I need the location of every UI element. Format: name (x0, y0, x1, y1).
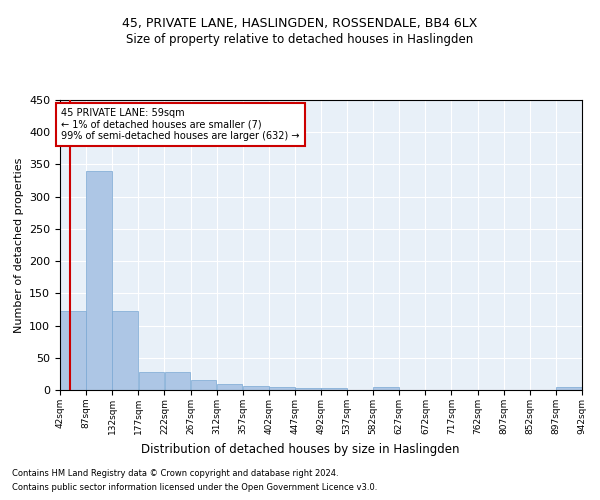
Bar (269, 387, 295, 390)
Bar (217, 384, 242, 390)
Bar (112, 312, 138, 390)
Bar (295, 388, 321, 390)
Bar (243, 386, 269, 390)
Bar (556, 388, 582, 390)
Text: 45, PRIVATE LANE, HASLINGDEN, ROSSENDALE, BB4 6LX: 45, PRIVATE LANE, HASLINGDEN, ROSSENDALE… (122, 18, 478, 30)
Text: 45 PRIVATE LANE: 59sqm
← 1% of detached houses are smaller (7)
99% of semi-detac: 45 PRIVATE LANE: 59sqm ← 1% of detached … (61, 108, 299, 141)
Bar (321, 388, 347, 390)
Text: Contains public sector information licensed under the Open Government Licence v3: Contains public sector information licen… (12, 484, 377, 492)
Text: Size of property relative to detached houses in Haslingden: Size of property relative to detached ho… (127, 32, 473, 46)
Text: Contains HM Land Registry data © Crown copyright and database right 2024.: Contains HM Land Registry data © Crown c… (12, 468, 338, 477)
Bar (60, 312, 86, 390)
Bar (139, 372, 164, 390)
Bar (164, 372, 190, 390)
Bar (191, 380, 217, 390)
Y-axis label: Number of detached properties: Number of detached properties (14, 158, 23, 332)
Text: Distribution of detached houses by size in Haslingden: Distribution of detached houses by size … (141, 442, 459, 456)
Bar (373, 387, 399, 390)
Bar (86, 171, 112, 390)
